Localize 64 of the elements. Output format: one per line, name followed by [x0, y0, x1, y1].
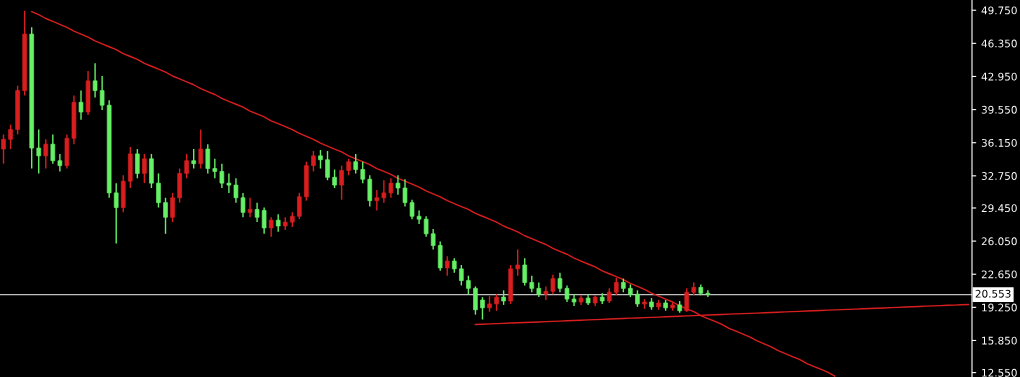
y-tick-label: 12.550 [982, 368, 1017, 377]
candlestick [367, 174, 373, 208]
candlestick [57, 153, 63, 173]
candlestick [423, 215, 429, 238]
y-tick-label: 29.450 [981, 204, 1017, 213]
candlestick [444, 255, 450, 277]
y-tick-label: 19.250 [982, 303, 1017, 312]
candlestick [247, 197, 253, 218]
candlestick [325, 150, 330, 181]
candlestick [1, 133, 6, 165]
y-tick-label: 42.950 [981, 72, 1017, 81]
y-tick-label: 49.750 [981, 6, 1017, 15]
y-tick-label: 46.350 [981, 39, 1017, 48]
candlestick [205, 143, 211, 175]
candlestick [268, 216, 274, 238]
candlestick [522, 257, 528, 287]
candlestick [261, 206, 267, 235]
candlestick [353, 153, 358, 175]
candlestick [459, 264, 464, 287]
candlestick [543, 285, 549, 301]
y-tick-label: 39.550 [981, 105, 1017, 114]
candlestick [254, 201, 260, 223]
candlestick [705, 289, 711, 298]
candlestick [191, 148, 196, 170]
y-tick-label: 15.850 [982, 336, 1017, 345]
candlestick [360, 161, 366, 184]
candlestick [50, 133, 56, 165]
candlestick [113, 182, 119, 245]
candlestick [332, 168, 337, 189]
candlestick [684, 287, 690, 313]
candlestick [142, 153, 147, 184]
candlestick [156, 172, 161, 209]
candlestick [8, 123, 13, 150]
candlestick [381, 179, 387, 204]
candlestick [78, 89, 84, 121]
candlestick [430, 228, 436, 251]
ref-line-label: 20.553 [975, 289, 1011, 298]
candlestick [311, 150, 316, 173]
candlestick [374, 189, 380, 212]
candlestick [339, 164, 344, 201]
y-tick-label: 22.650 [981, 270, 1017, 279]
candlestick [212, 158, 218, 179]
candlestick [170, 192, 175, 223]
candlestick [99, 75, 105, 111]
y-tick-label: 32.750 [981, 172, 1017, 180]
candlestick [92, 62, 98, 99]
candlestick [437, 240, 443, 272]
candlestick [163, 197, 168, 235]
candlestick [480, 296, 485, 321]
candlestick [515, 248, 520, 277]
candlestick [43, 138, 49, 170]
y-tick-label: 36.150 [981, 138, 1017, 147]
candlestick [466, 274, 471, 295]
candlestick [318, 149, 323, 170]
candlestick [473, 285, 478, 316]
candlestick [198, 128, 204, 170]
candlestick [135, 148, 140, 179]
candlestick [36, 128, 42, 175]
candlestick [297, 192, 302, 220]
candlestick [550, 274, 556, 295]
candlestick [219, 162, 225, 189]
candlestick [388, 177, 394, 199]
y-tick-label: 26.050 [981, 237, 1017, 246]
candlestick [184, 153, 189, 179]
